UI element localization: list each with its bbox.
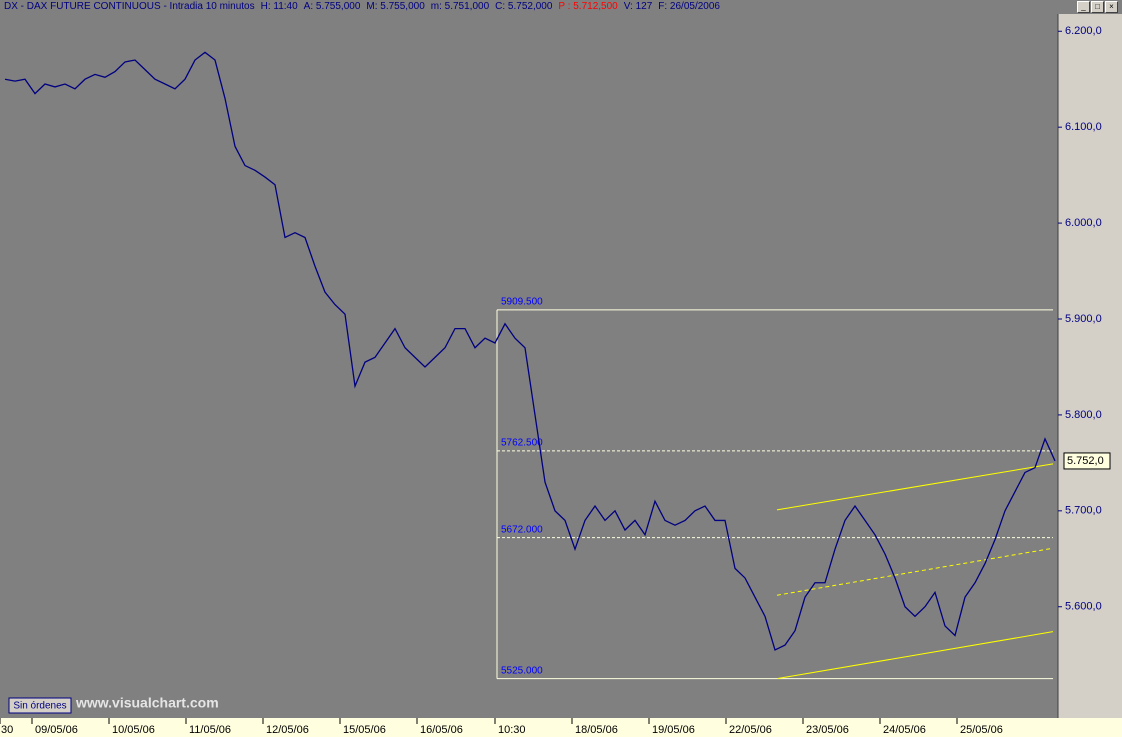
maximize-button[interactable]: □ [1091, 1, 1104, 13]
header: DX - DAX FUTURE CONTINUOUS - Intradia 10… [0, 0, 1080, 14]
x-tick-label: 18/05/06 [575, 724, 618, 736]
close-button[interactable]: × [1105, 1, 1118, 13]
header-item: P : 5.712,500 [558, 1, 618, 12]
y-tick-label: 5.700,0 [1065, 505, 1102, 517]
level-label: 5762.500 [501, 438, 543, 449]
minimize-button[interactable]: _ [1077, 1, 1090, 13]
trend-line [776, 547, 1054, 596]
price-line [4, 51, 1056, 651]
level-label: 5672.000 [501, 524, 543, 535]
window-buttons: _ □ × [1077, 1, 1118, 13]
header-item: V: 127 [623, 1, 653, 12]
y-tick-label: 5.800,0 [1065, 409, 1102, 421]
y-tick-label: 5.900,0 [1065, 313, 1102, 325]
y-tick-label: 6.000,0 [1065, 217, 1102, 229]
header-item: F: 26/05/2006 [658, 1, 720, 12]
level-label: 5525.000 [501, 665, 543, 676]
y-tick-label: 5.600,0 [1065, 601, 1102, 613]
plot-area [0, 14, 1058, 718]
x-axis-area [0, 718, 1122, 737]
y-axis-area [1058, 14, 1122, 718]
last-price-box [1063, 452, 1111, 470]
header-item: DX - DAX FUTURE CONTINUOUS - Intradia 10… [4, 1, 255, 12]
y-tick-label: 6.200,0 [1065, 25, 1102, 37]
header-item: m: 5.751,000 [430, 1, 490, 12]
x-tick-label: 23/05/06 [806, 724, 849, 736]
header-item: A: 5.755,000 [303, 1, 361, 12]
x-tick-label: 09/05/06 [35, 724, 78, 736]
x-tick-label: 10/05/06 [112, 724, 155, 736]
y-tick-label: 6.100,0 [1065, 121, 1102, 133]
x-tick-label: 22/05/06 [729, 724, 772, 736]
watermark: www.visualchart.com [75, 695, 219, 711]
x-tick-label: 16/05/06 [420, 724, 463, 736]
x-tick-label: 24/05/06 [883, 724, 926, 736]
x-tick-label: 11/05/06 [189, 724, 231, 736]
trend-line [776, 631, 1054, 680]
x-tick-label: 25/05/06 [960, 724, 1003, 736]
last-price-label: 5.752,0 [1067, 455, 1104, 467]
chart: Sin órdenes www.visualchart.com 5.600,0 5… [0, 14, 1122, 737]
header-item: H: 11:40 [260, 1, 298, 12]
x-tick-label: 12/05/06 [266, 724, 309, 736]
x-tick-label: 19/05/06 [652, 724, 695, 736]
level-label: 5909.500 [501, 297, 543, 308]
x-tick-label: 15/05/06 [343, 724, 386, 736]
x-tick-label: 30 [1, 724, 13, 736]
orders-button[interactable] [8, 697, 72, 714]
header-item: M: 5.755,000 [366, 1, 425, 12]
x-tick-label: 10:30 [498, 724, 526, 736]
trend-line [776, 463, 1054, 511]
orders-button-label[interactable]: Sin órdenes [13, 701, 66, 712]
header-item: C: 5.752,000 [495, 1, 553, 12]
